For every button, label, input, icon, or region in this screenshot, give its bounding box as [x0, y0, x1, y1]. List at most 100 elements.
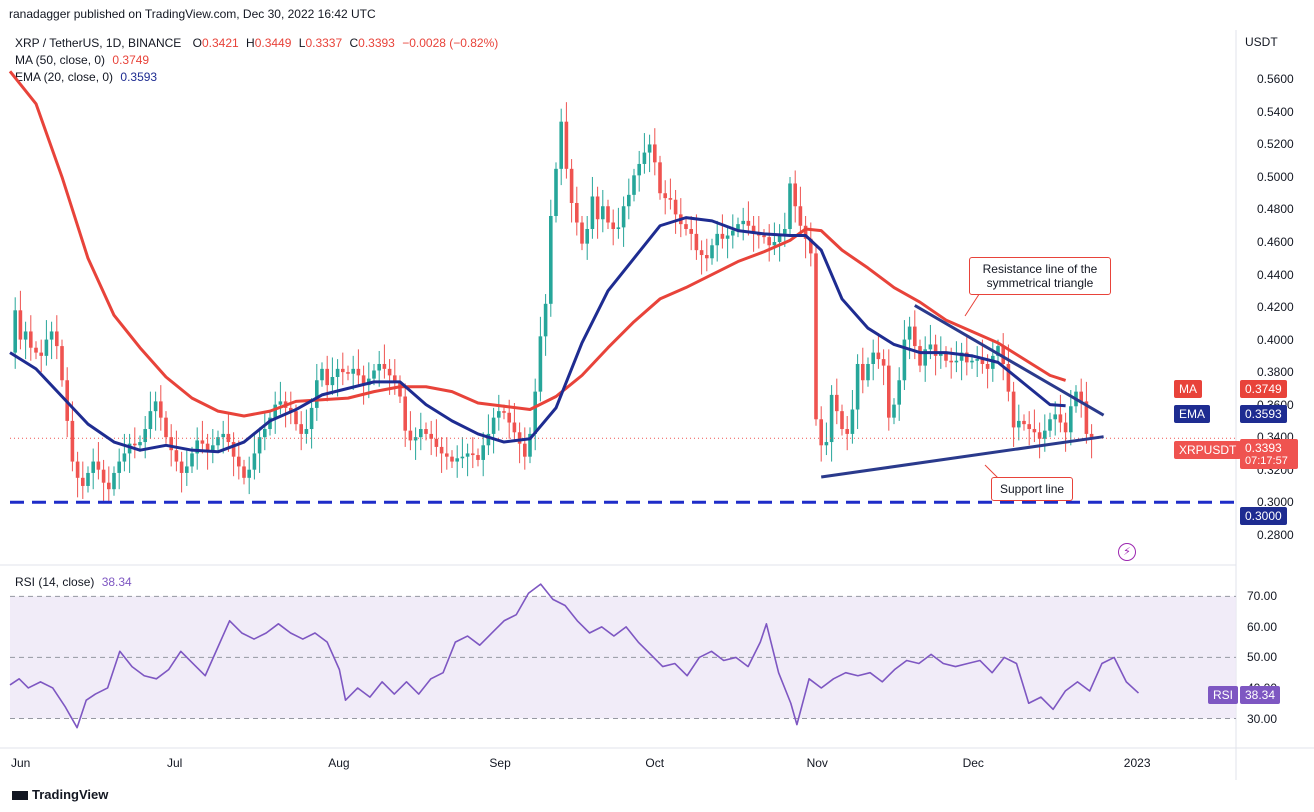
candle-body	[1079, 391, 1083, 402]
time-tick-label: 2023	[1123, 756, 1151, 770]
price-tick-label: 0.5200	[1257, 137, 1294, 152]
candle-body	[257, 437, 262, 454]
candle-body	[86, 472, 90, 486]
candle-body	[419, 429, 423, 438]
candle-body	[81, 477, 85, 486]
candle-body	[1011, 391, 1016, 428]
ma-legend: MA (50, close, 0) 0.3749	[15, 53, 149, 67]
candle-body	[1001, 346, 1005, 364]
candle-body	[694, 233, 699, 251]
candle-body	[122, 453, 127, 462]
time-tick-label: Jun	[11, 756, 31, 770]
rsi-line	[9, 583, 1140, 729]
candle-body	[705, 255, 709, 259]
published-header: ranadagger published on TradingView.com,…	[9, 7, 376, 21]
candle-body	[512, 422, 517, 433]
ema-legend-label: EMA (20, close, 0)	[15, 70, 114, 84]
candle-body	[143, 429, 147, 443]
candle-body	[268, 417, 272, 430]
candle-body	[153, 401, 158, 412]
candle-body	[460, 456, 465, 459]
candle-body	[835, 394, 839, 412]
candle-body	[408, 430, 413, 441]
candle-body	[959, 352, 964, 361]
candle-body	[299, 424, 303, 434]
tradingview-logo: TradingView	[12, 787, 108, 802]
candle-body	[387, 368, 392, 376]
candle-body	[403, 396, 407, 431]
ohlc-high-label: H	[246, 36, 255, 50]
candle-body	[616, 227, 621, 230]
candle-body	[159, 401, 163, 418]
candle-body	[138, 442, 142, 446]
candle-body	[91, 461, 95, 473]
candle-body	[221, 433, 225, 438]
candle-body	[928, 344, 933, 350]
rsi-legend-label: RSI (14, close)	[15, 575, 95, 589]
candle-body	[783, 229, 787, 234]
candle-body	[471, 453, 475, 456]
candle-body	[944, 352, 948, 361]
candle-body	[788, 183, 792, 230]
candle-body	[294, 411, 298, 425]
time-tick-label: Dec	[962, 756, 984, 770]
ohlc-low-label: L	[298, 36, 306, 50]
candle-body	[871, 352, 875, 364]
candle-body	[237, 456, 241, 467]
candle-body	[491, 417, 496, 434]
candle-body	[1069, 406, 1073, 433]
support-callout: Support line	[991, 477, 1074, 501]
candle-body	[954, 360, 959, 363]
candle-body	[231, 442, 236, 457]
candle-body	[18, 310, 23, 340]
candle-body	[429, 433, 433, 439]
candle-body	[569, 168, 574, 203]
candle-body	[549, 215, 553, 304]
candle-body	[876, 352, 881, 360]
candle-body	[1053, 414, 1057, 420]
candle-body	[902, 339, 907, 381]
candle-body	[330, 376, 335, 386]
candle-body	[1048, 419, 1052, 431]
price-tick-label: 0.4600	[1257, 235, 1294, 250]
candle-body	[439, 446, 444, 454]
candle-body	[762, 235, 766, 238]
candle-body	[720, 233, 725, 239]
candle-body	[1037, 432, 1042, 439]
candle-body	[1022, 420, 1026, 425]
ohlc-low: 0.3337	[305, 36, 343, 50]
candle-body	[278, 401, 283, 405]
ohlc-high: 0.3449	[254, 36, 292, 50]
candle-body	[980, 359, 985, 364]
rsi-legend: RSI (14, close) 38.34	[15, 575, 132, 589]
candle-body	[393, 375, 397, 382]
currency-label: USDT	[1245, 35, 1278, 49]
candle-body	[242, 466, 246, 478]
candle-body	[829, 394, 834, 443]
resistance-callout: Resistance line of the symmetrical trian…	[969, 257, 1111, 295]
symbol-legend: XRP / TetherUS, 1D, BINANCE O0.3421 H0.3…	[15, 36, 498, 50]
candle-body	[247, 469, 251, 478]
candle-body	[637, 163, 641, 176]
candle-body	[398, 381, 402, 397]
candle-body	[809, 238, 813, 254]
candle-body	[486, 433, 491, 446]
lightning-icon[interactable]: ⚡	[1118, 543, 1136, 561]
candle-body	[850, 409, 855, 434]
candle-body	[169, 437, 173, 451]
candle-body	[174, 450, 179, 462]
resistance-trendline	[914, 304, 1105, 417]
candle-body	[39, 352, 43, 356]
candle-body	[55, 331, 59, 347]
candle-body	[590, 196, 595, 230]
candle-body	[190, 453, 194, 467]
candle-body	[715, 233, 719, 246]
candle-body	[273, 404, 277, 418]
candle-body	[673, 199, 678, 215]
price-tick-label: 0.5000	[1257, 169, 1294, 184]
ma-line	[8, 70, 1067, 418]
candle-body	[107, 482, 111, 490]
candle-body	[1063, 422, 1068, 433]
candle-body	[1017, 420, 1021, 428]
